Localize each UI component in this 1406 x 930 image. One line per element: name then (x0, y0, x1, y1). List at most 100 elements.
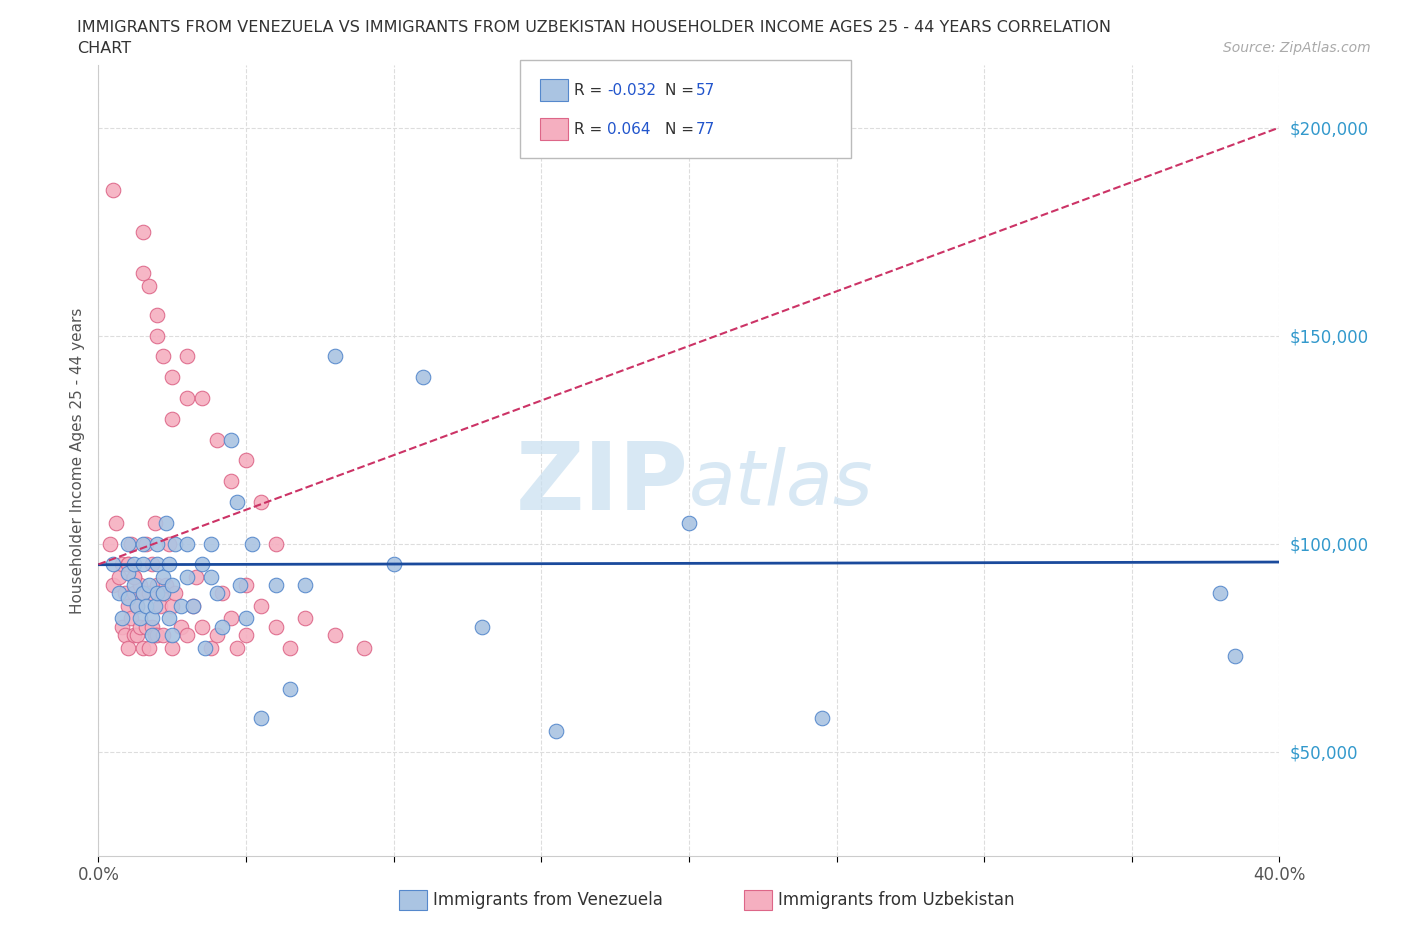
Point (122, 569, 145, 584)
Text: 0.064: 0.064 (607, 122, 651, 137)
Point (280, 682, 302, 697)
Point (176, 349, 198, 364)
Point (412, 370, 434, 385)
Point (146, 307, 169, 322)
Point (132, 557, 155, 572)
Point (122, 557, 145, 572)
Text: R =: R = (574, 122, 612, 137)
Point (471, 619, 494, 634)
Point (146, 328, 169, 343)
Point (294, 611, 316, 626)
Point (162, 628, 183, 643)
Point (162, 370, 183, 385)
Point (226, 495, 249, 510)
Point (176, 536, 198, 551)
Point (221, 432, 243, 447)
Text: R =: R = (574, 83, 607, 98)
Point (111, 611, 134, 626)
Point (323, 628, 346, 643)
Point (152, 569, 174, 584)
Point (810, 711, 832, 725)
Point (205, 432, 228, 447)
Point (108, 569, 131, 584)
Point (250, 711, 273, 725)
Point (125, 599, 148, 614)
Point (235, 628, 257, 643)
Point (117, 557, 139, 572)
Point (132, 586, 155, 601)
Point (141, 611, 163, 626)
Text: ZIP: ZIP (516, 438, 689, 530)
Point (382, 557, 405, 572)
Point (235, 453, 257, 468)
Point (128, 611, 150, 626)
Point (146, 586, 169, 601)
Point (128, 619, 150, 634)
Point (221, 611, 243, 626)
Point (205, 586, 228, 601)
Point (138, 578, 160, 592)
Point (114, 628, 136, 643)
Point (132, 586, 155, 601)
Point (120, 611, 142, 626)
Point (226, 640, 249, 655)
Point (264, 578, 287, 592)
Point (117, 557, 139, 572)
Point (122, 578, 145, 592)
Point (143, 515, 166, 530)
Point (294, 578, 316, 592)
Point (264, 536, 287, 551)
Point (170, 599, 193, 614)
Point (176, 569, 198, 584)
Point (132, 266, 155, 281)
Point (194, 640, 217, 655)
Text: -0.032: -0.032 (607, 83, 657, 98)
Point (264, 619, 287, 634)
Point (152, 628, 174, 643)
Point (1209, 586, 1232, 601)
Point (135, 619, 157, 634)
Point (135, 599, 157, 614)
Point (162, 578, 183, 592)
Text: IMMIGRANTS FROM VENEZUELA VS IMMIGRANTS FROM UZBEKISTAN HOUSEHOLDER INCOME AGES : IMMIGRANTS FROM VENEZUELA VS IMMIGRANTS … (77, 20, 1111, 35)
Point (120, 536, 142, 551)
Point (205, 628, 228, 643)
Point (176, 391, 198, 405)
Point (162, 640, 183, 655)
Point (152, 586, 174, 601)
Point (143, 599, 166, 614)
Point (157, 611, 180, 626)
Point (235, 578, 257, 592)
Point (122, 586, 145, 601)
Point (191, 557, 214, 572)
Point (138, 278, 160, 293)
Point (323, 349, 346, 364)
Point (250, 495, 273, 510)
Point (128, 578, 150, 592)
Point (211, 619, 233, 634)
Point (149, 599, 172, 614)
Point (181, 599, 204, 614)
Point (103, 182, 125, 197)
Point (1225, 648, 1247, 663)
Text: 77: 77 (696, 122, 716, 137)
Point (221, 473, 243, 488)
Point (143, 628, 166, 643)
Point (132, 640, 155, 655)
Point (162, 599, 183, 614)
Point (138, 586, 160, 601)
Point (181, 599, 204, 614)
Point (176, 628, 198, 643)
Point (132, 536, 155, 551)
Point (146, 536, 169, 551)
Point (155, 515, 177, 530)
Point (135, 536, 157, 551)
Point (280, 640, 302, 655)
Point (200, 640, 222, 655)
Point (250, 599, 273, 614)
Point (152, 349, 174, 364)
Point (117, 536, 139, 551)
Point (353, 640, 375, 655)
Point (152, 586, 174, 601)
Point (125, 599, 148, 614)
